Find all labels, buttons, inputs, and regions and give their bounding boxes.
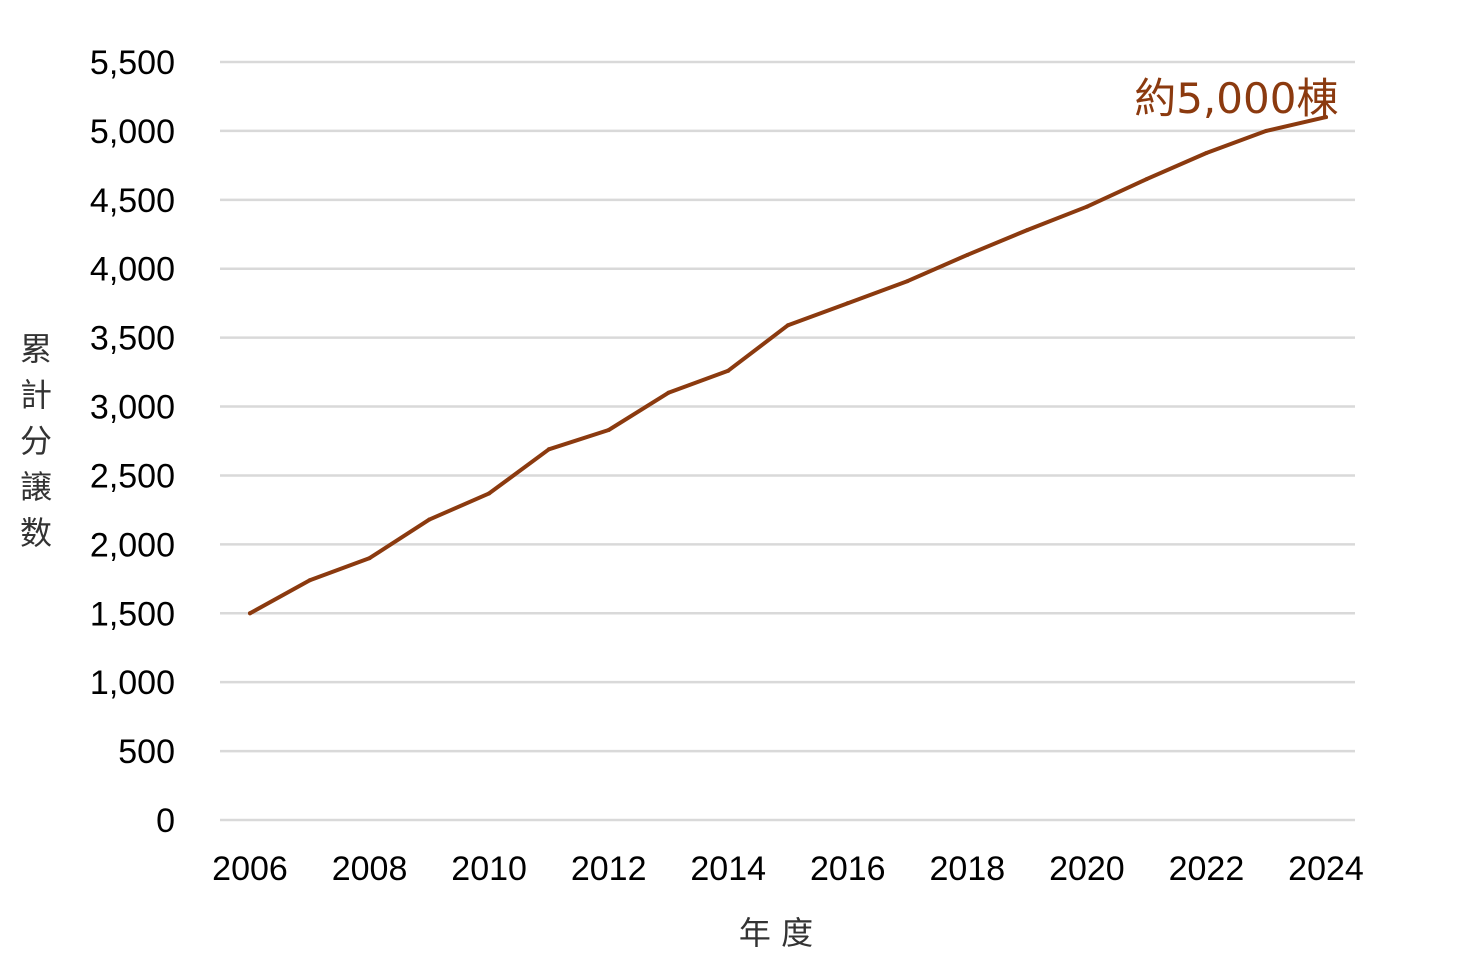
- x-tick-label: 2018: [930, 850, 1006, 888]
- y-axis-label: 累計分譲数: [20, 330, 52, 552]
- x-axis-label: 年 度: [739, 914, 813, 952]
- x-tick-label: 2020: [1049, 850, 1125, 888]
- y-tick-label: 3,000: [90, 389, 175, 427]
- data-point: [905, 279, 910, 284]
- x-tick-label: 2022: [1169, 850, 1245, 888]
- data-point: [1264, 128, 1269, 133]
- data-point: [1324, 115, 1328, 120]
- data-point: [666, 390, 671, 395]
- data-point: [726, 368, 731, 373]
- data-point: [427, 517, 432, 522]
- series-line: [248, 115, 1328, 616]
- data-point: [606, 427, 611, 432]
- data-point: [367, 556, 372, 561]
- y-axis-ticks: 0 500 1,000 1,500 2,000 2,500 3,000 3,500 4,000 4…: [90, 44, 175, 840]
- x-tick-label: 2012: [571, 850, 647, 888]
- y-tick-label: 3,500: [90, 320, 175, 358]
- data-point: [307, 578, 312, 583]
- gridlines: [220, 60, 1355, 822]
- data-point: [1025, 228, 1030, 233]
- x-axis-ticks: 2006 2008 2010 2012 2014 2016 2018 2020 2022 2024: [212, 850, 1364, 888]
- y-tick-label: 1,500: [90, 595, 175, 633]
- data-point: [1084, 204, 1089, 209]
- annotation-label: 約5,000棟: [1134, 74, 1338, 123]
- annotations: 約5,000棟: [1134, 74, 1338, 123]
- data-point: [248, 611, 252, 616]
- y-tick-label: 500: [118, 733, 175, 771]
- y-tick-label: 4,500: [90, 182, 175, 220]
- y-tick-label: 2,500: [90, 457, 175, 495]
- data-point: [965, 252, 970, 257]
- y-tick-label: 5,000: [90, 113, 175, 151]
- data-point: [1204, 150, 1209, 155]
- x-tick-label: 2016: [810, 850, 886, 888]
- x-tick-label: 2014: [690, 850, 766, 888]
- data-point: [487, 491, 492, 496]
- data-point: [845, 301, 850, 306]
- x-tick-label: 2008: [332, 850, 408, 888]
- data-point: [1144, 177, 1149, 182]
- y-tick-label: 4,000: [90, 251, 175, 289]
- series-group: [248, 115, 1328, 616]
- data-point: [786, 323, 790, 328]
- x-tick-label: 2010: [451, 850, 527, 888]
- x-tick-label: 2024: [1288, 850, 1364, 888]
- y-tick-label: 2,000: [90, 526, 175, 564]
- data-point: [546, 447, 551, 452]
- x-tick-label: 2006: [212, 850, 288, 888]
- y-tick-label: 1,000: [90, 664, 175, 702]
- y-tick-label: 0: [156, 802, 175, 840]
- y-tick-label: 5,500: [90, 44, 175, 82]
